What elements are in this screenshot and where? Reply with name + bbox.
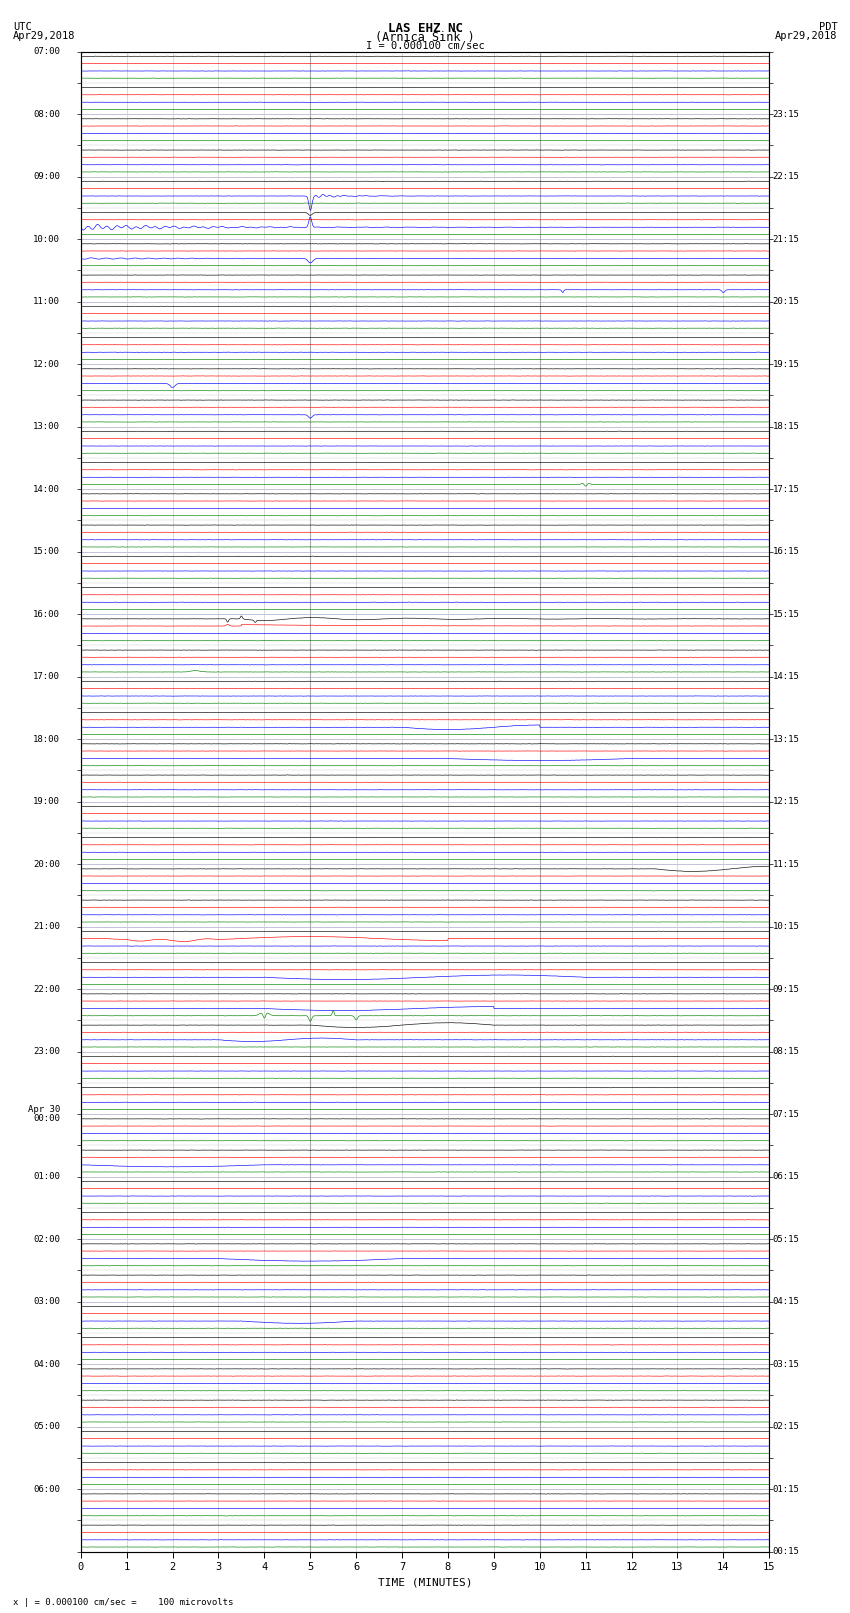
Text: Apr29,2018: Apr29,2018	[13, 31, 76, 42]
Text: 00:00: 00:00	[33, 1115, 60, 1123]
Text: 15:15: 15:15	[773, 610, 800, 619]
Text: 13:15: 13:15	[773, 734, 800, 744]
Text: Apr29,2018: Apr29,2018	[774, 31, 837, 42]
Text: x | = 0.000100 cm/sec =    100 microvolts: x | = 0.000100 cm/sec = 100 microvolts	[13, 1597, 233, 1607]
Text: 01:00: 01:00	[33, 1173, 60, 1181]
Text: 23:15: 23:15	[773, 110, 800, 119]
Text: 14:00: 14:00	[33, 484, 60, 494]
Text: 10:15: 10:15	[773, 923, 800, 931]
Text: 06:15: 06:15	[773, 1173, 800, 1181]
Text: 09:15: 09:15	[773, 984, 800, 994]
X-axis label: TIME (MINUTES): TIME (MINUTES)	[377, 1578, 473, 1587]
Text: 05:00: 05:00	[33, 1423, 60, 1431]
Text: 15:00: 15:00	[33, 547, 60, 556]
Text: 13:00: 13:00	[33, 423, 60, 431]
Text: 16:00: 16:00	[33, 610, 60, 619]
Text: 08:15: 08:15	[773, 1047, 800, 1057]
Text: I = 0.000100 cm/sec: I = 0.000100 cm/sec	[366, 40, 484, 52]
Text: (Arnica Sink ): (Arnica Sink )	[375, 31, 475, 45]
Text: 11:00: 11:00	[33, 297, 60, 306]
Text: 07:00: 07:00	[33, 47, 60, 56]
Text: 12:00: 12:00	[33, 360, 60, 369]
Text: 18:00: 18:00	[33, 734, 60, 744]
Text: 00:15: 00:15	[773, 1547, 800, 1557]
Text: 11:15: 11:15	[773, 860, 800, 869]
Text: LAS EHZ NC: LAS EHZ NC	[388, 23, 462, 35]
Text: 05:15: 05:15	[773, 1234, 800, 1244]
Text: 08:00: 08:00	[33, 110, 60, 119]
Text: Apr 30: Apr 30	[28, 1105, 60, 1115]
Text: 12:15: 12:15	[773, 797, 800, 806]
Text: 09:00: 09:00	[33, 173, 60, 181]
Text: 21:15: 21:15	[773, 234, 800, 244]
Text: 10:00: 10:00	[33, 234, 60, 244]
Text: 18:15: 18:15	[773, 423, 800, 431]
Text: 22:00: 22:00	[33, 984, 60, 994]
Text: 02:00: 02:00	[33, 1234, 60, 1244]
Text: 20:00: 20:00	[33, 860, 60, 869]
Text: 23:00: 23:00	[33, 1047, 60, 1057]
Text: 01:15: 01:15	[773, 1484, 800, 1494]
Text: 21:00: 21:00	[33, 923, 60, 931]
Text: 20:15: 20:15	[773, 297, 800, 306]
Text: 06:00: 06:00	[33, 1484, 60, 1494]
Text: UTC: UTC	[13, 23, 31, 32]
Text: 07:15: 07:15	[773, 1110, 800, 1119]
Text: 03:00: 03:00	[33, 1297, 60, 1307]
Text: 19:15: 19:15	[773, 360, 800, 369]
Text: 22:15: 22:15	[773, 173, 800, 181]
Text: 17:00: 17:00	[33, 673, 60, 681]
Text: 16:15: 16:15	[773, 547, 800, 556]
Text: 03:15: 03:15	[773, 1360, 800, 1369]
Text: 02:15: 02:15	[773, 1423, 800, 1431]
Text: 04:00: 04:00	[33, 1360, 60, 1369]
Text: 17:15: 17:15	[773, 484, 800, 494]
Text: 14:15: 14:15	[773, 673, 800, 681]
Text: 19:00: 19:00	[33, 797, 60, 806]
Text: 04:15: 04:15	[773, 1297, 800, 1307]
Text: PDT: PDT	[819, 23, 837, 32]
